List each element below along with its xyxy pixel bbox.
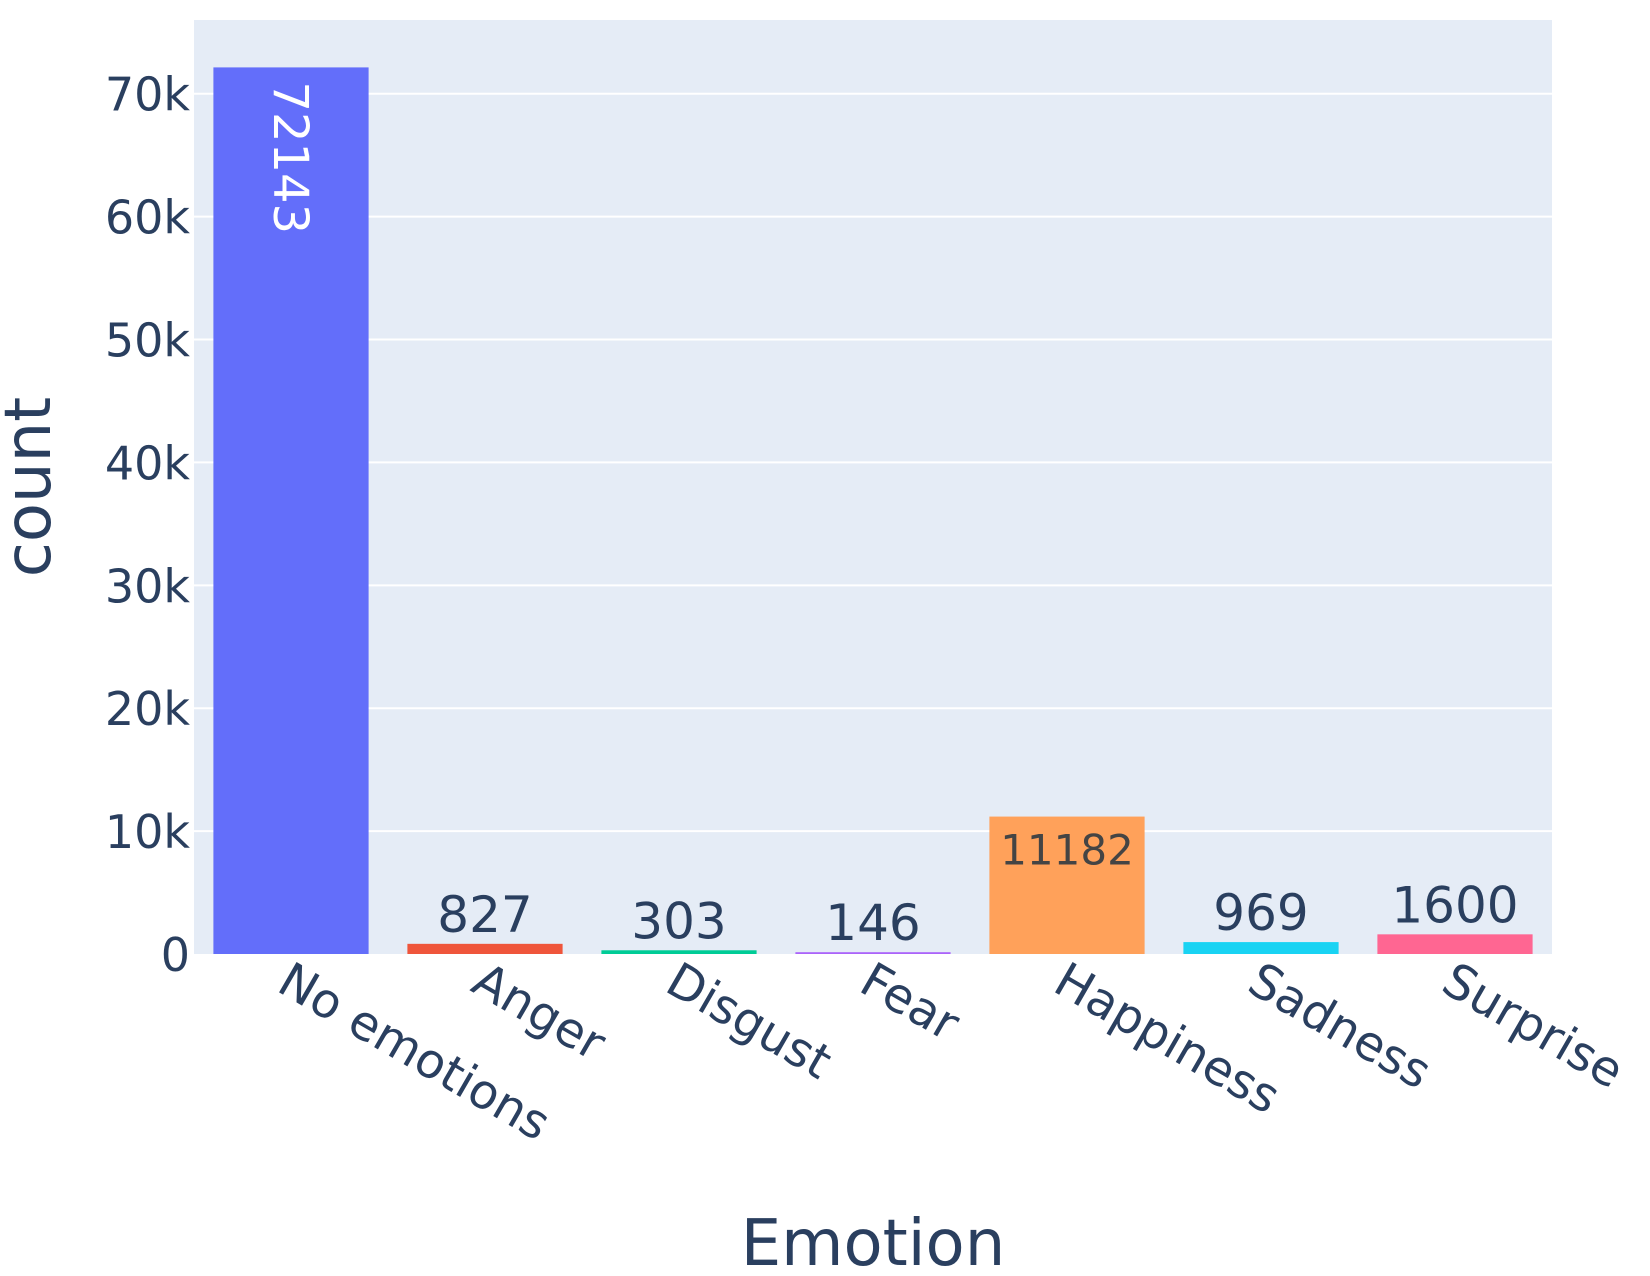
bar[interactable]	[1377, 934, 1533, 954]
bar-value-labels: 72143 827 303 146 11182 969 1600	[262, 81, 1519, 952]
bar-value-label: 969	[1213, 884, 1308, 942]
bars	[213, 67, 1533, 954]
y-tick-label: 10k	[105, 805, 191, 859]
x-tick-label: Anger	[463, 952, 615, 1072]
bar-value-label: 11182	[1000, 826, 1134, 875]
bar-value-label: 1600	[1391, 876, 1518, 934]
bar[interactable]	[1183, 942, 1339, 954]
y-axis-title: count	[0, 397, 66, 578]
plot-area	[194, 20, 1552, 954]
x-tick-label: Fear	[851, 952, 969, 1052]
y-tick-label: 30k	[105, 559, 191, 613]
bar-value-label: 303	[631, 892, 726, 950]
bar-value-label: 146	[825, 894, 920, 952]
bar-value-label: 827	[437, 886, 532, 944]
bar[interactable]	[407, 943, 563, 954]
x-axis-title: Emotion	[741, 1207, 1006, 1276]
y-tick-label: 60k	[105, 191, 191, 245]
y-tick-label: 40k	[105, 436, 191, 490]
x-tick-label: Surprise	[1433, 952, 1633, 1100]
y-tick-label: 70k	[105, 68, 191, 122]
bar[interactable]	[213, 67, 369, 954]
y-tick-label: 0	[161, 928, 190, 982]
y-tick-label: 50k	[105, 314, 191, 368]
gridlines	[194, 92, 1552, 833]
bar-value-label: 72143	[262, 81, 318, 234]
bar[interactable]	[989, 816, 1145, 954]
bar[interactable]	[795, 952, 951, 954]
y-axis-ticks: 0 10k 20k 30k 40k 50k 60k 70k	[105, 68, 191, 982]
bar[interactable]	[601, 950, 757, 954]
x-tick-label: Disgust	[657, 952, 841, 1091]
y-tick-label: 20k	[105, 682, 191, 736]
